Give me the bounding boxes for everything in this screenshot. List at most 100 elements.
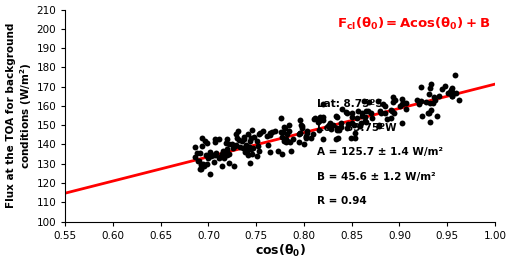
Point xyxy=(282,140,290,144)
Point xyxy=(296,131,304,135)
Point xyxy=(332,114,340,118)
Point xyxy=(303,129,311,133)
Point xyxy=(209,153,217,157)
Point xyxy=(417,85,425,89)
Point xyxy=(425,85,434,90)
Point xyxy=(204,156,212,160)
Point xyxy=(449,94,457,98)
Point xyxy=(402,107,411,111)
Point xyxy=(247,147,255,151)
Point xyxy=(455,98,463,103)
Point xyxy=(198,144,206,148)
Point xyxy=(319,102,328,106)
Point xyxy=(447,88,455,92)
Point xyxy=(343,111,351,115)
Point xyxy=(203,141,211,145)
Point xyxy=(247,128,255,132)
Point xyxy=(215,156,223,160)
Point xyxy=(424,111,432,115)
Point xyxy=(448,94,456,98)
Point xyxy=(324,124,332,128)
Point xyxy=(334,136,343,140)
Point xyxy=(446,90,455,94)
Point xyxy=(361,108,370,113)
Point xyxy=(211,151,220,155)
Point xyxy=(201,139,209,143)
Point xyxy=(333,114,341,119)
Point xyxy=(368,116,376,120)
Point xyxy=(196,167,204,171)
Point xyxy=(236,145,244,149)
Point xyxy=(326,121,334,125)
Point xyxy=(316,115,324,119)
Point xyxy=(397,97,406,101)
Point xyxy=(332,137,340,141)
Point xyxy=(220,156,228,160)
Point xyxy=(448,86,456,90)
Point xyxy=(325,122,333,127)
Text: Lat: 8.75ºS: Lat: 8.75ºS xyxy=(316,99,382,109)
Point xyxy=(198,136,206,140)
Point xyxy=(375,124,383,128)
Point xyxy=(353,116,361,120)
Point xyxy=(298,125,306,130)
Point xyxy=(230,144,239,148)
Y-axis label: Flux at the TOA for background
conditions (W/m$\mathbf{^2}$): Flux at the TOA for background condition… xyxy=(6,23,34,208)
Point xyxy=(266,150,274,154)
Point xyxy=(238,139,246,143)
Point xyxy=(364,109,372,113)
Point xyxy=(333,127,341,132)
Point xyxy=(211,153,220,157)
Point xyxy=(375,123,383,127)
Point xyxy=(337,107,346,112)
Point xyxy=(327,123,335,127)
Point xyxy=(246,161,254,165)
Point xyxy=(218,152,226,156)
Point xyxy=(362,120,370,124)
Point xyxy=(357,121,365,125)
Point xyxy=(199,162,207,166)
Point xyxy=(351,131,359,135)
Point xyxy=(215,137,223,141)
Point xyxy=(286,139,294,144)
Point xyxy=(303,131,311,135)
Point xyxy=(280,139,288,143)
Point xyxy=(247,136,255,140)
Point xyxy=(300,142,308,146)
Point xyxy=(298,124,306,129)
Point xyxy=(294,132,303,136)
Point xyxy=(283,139,291,143)
Point xyxy=(278,152,286,156)
Point xyxy=(253,154,262,158)
Point xyxy=(282,137,290,142)
Point xyxy=(348,111,356,115)
Point xyxy=(283,131,291,136)
Point xyxy=(230,164,239,168)
Point xyxy=(348,115,356,120)
Point xyxy=(390,111,398,116)
Point xyxy=(319,137,327,141)
Point xyxy=(259,129,267,133)
Point xyxy=(381,104,390,108)
Point xyxy=(448,90,456,94)
Point xyxy=(223,150,231,154)
Point xyxy=(426,101,435,105)
Text: Lon: 53.75ºW: Lon: 53.75ºW xyxy=(316,123,396,133)
Point xyxy=(232,132,241,136)
Point xyxy=(416,99,424,103)
Point xyxy=(222,141,230,145)
Point xyxy=(347,136,355,140)
Point xyxy=(441,84,449,89)
Point xyxy=(367,111,375,115)
Point xyxy=(433,113,441,118)
Point xyxy=(318,118,327,122)
Point xyxy=(398,121,407,125)
Point xyxy=(389,95,397,99)
Point xyxy=(311,116,319,120)
Point xyxy=(280,125,288,129)
Point xyxy=(379,102,388,106)
Point xyxy=(343,126,351,130)
Point xyxy=(287,149,295,154)
Point xyxy=(431,98,439,102)
Point xyxy=(211,140,220,144)
